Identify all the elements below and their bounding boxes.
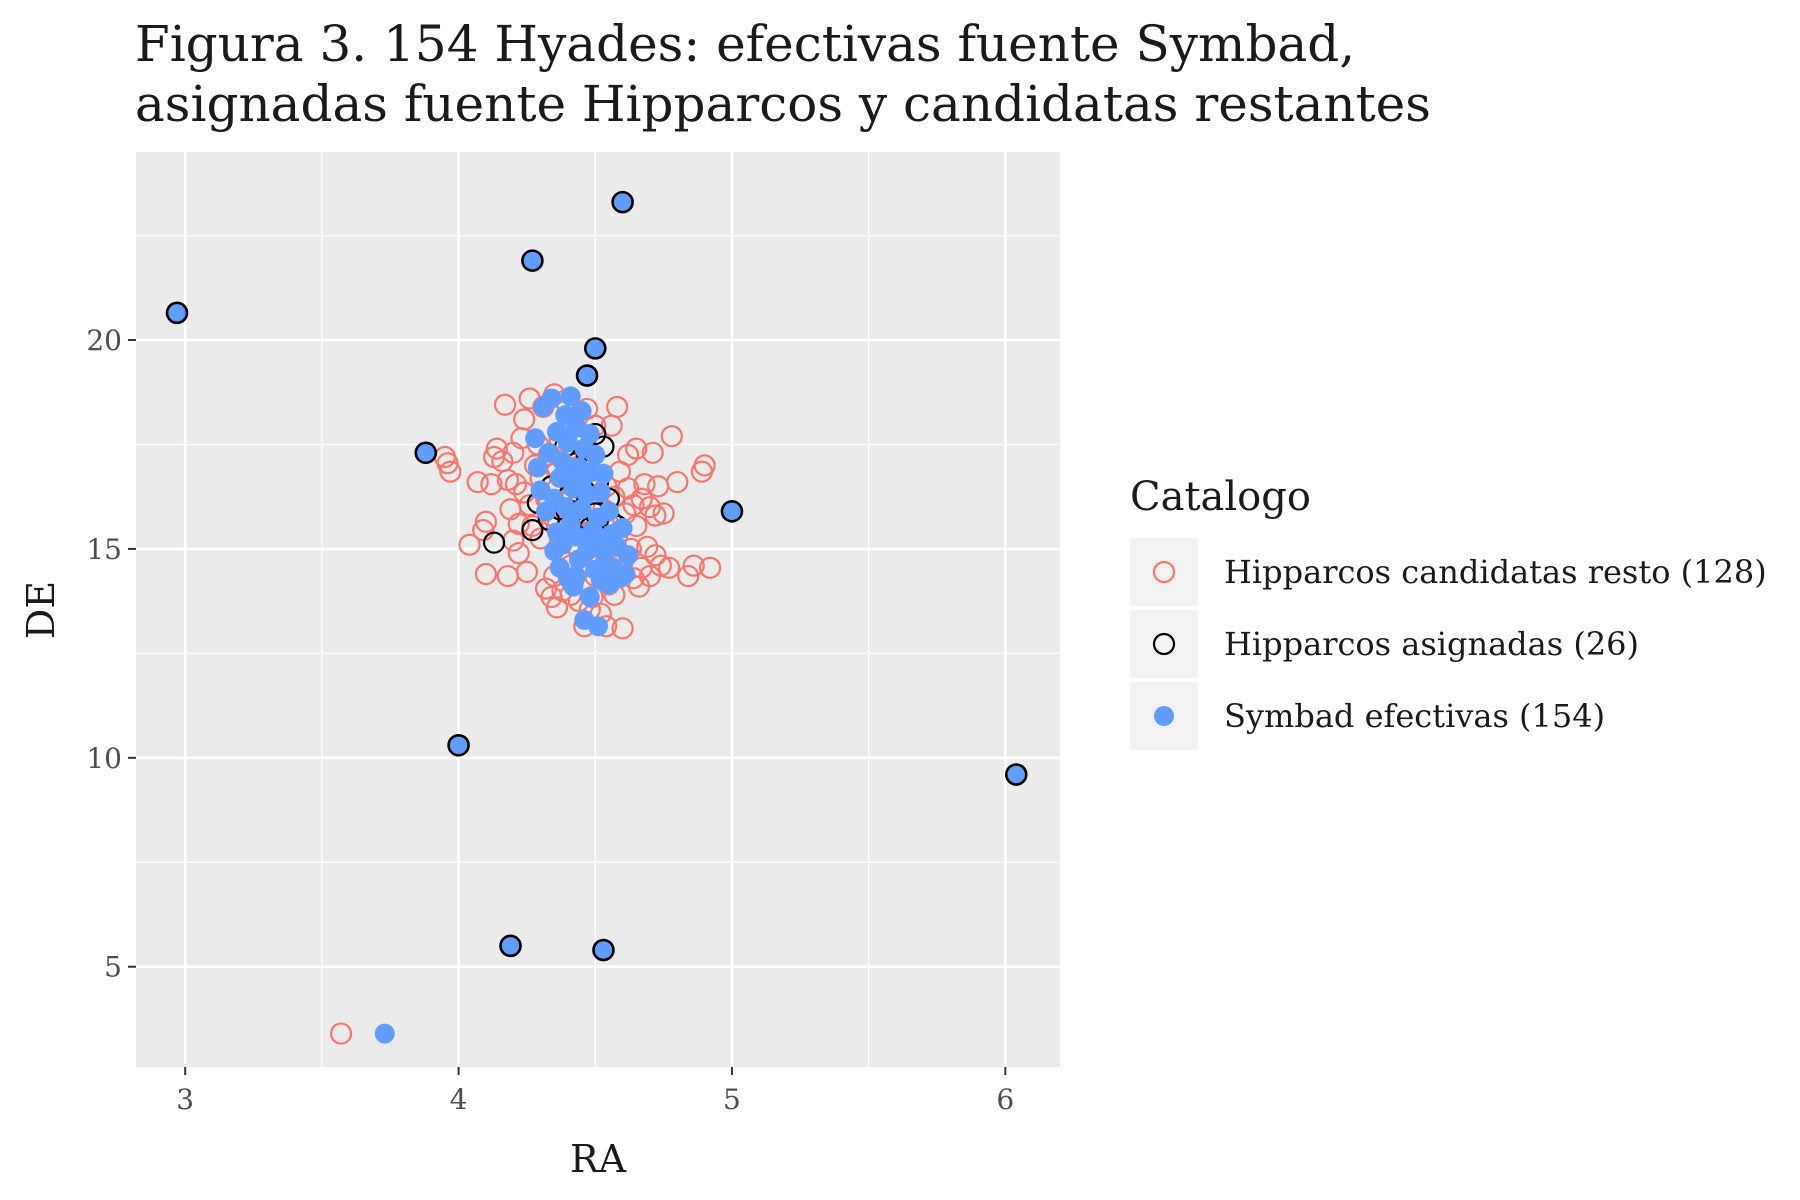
data-point-series-3 — [590, 482, 611, 503]
data-point-series-3 — [566, 566, 587, 587]
data-point-series-3 — [618, 545, 639, 566]
data-point-series-3 — [557, 432, 578, 453]
data-point-series-4 — [611, 190, 634, 214]
data-point-series-1 — [439, 460, 462, 483]
x-tick-label: 4 — [450, 1083, 468, 1116]
data-point-series-1 — [660, 425, 683, 448]
data-point-series-1 — [504, 473, 528, 496]
data-point-series-1 — [644, 504, 667, 527]
x-tick-label: 3 — [176, 1083, 194, 1116]
legend-key-symbol — [1154, 706, 1174, 726]
data-point-series-3 — [598, 501, 619, 522]
data-point-series-1 — [466, 470, 489, 494]
data-point-series-4 — [592, 938, 615, 962]
data-points — [165, 190, 1028, 1045]
data-point-series-4 — [165, 301, 189, 325]
data-point-series-1 — [474, 562, 498, 586]
data-point-series-4 — [720, 500, 744, 523]
legend-key-symbol — [1152, 632, 1176, 656]
legend-label: Hipparcos candidatas resto (128) — [1224, 553, 1767, 591]
data-point-series-1 — [474, 510, 498, 533]
legend-key — [1130, 538, 1198, 606]
data-point-series-1 — [606, 395, 629, 418]
data-point-series-4 — [1004, 763, 1028, 786]
data-point-series-1 — [641, 441, 664, 464]
x-tick-label: 5 — [723, 1083, 741, 1116]
data-point-series-1 — [666, 470, 689, 494]
y-axis-title: DE — [19, 581, 63, 639]
data-point-series-4 — [575, 364, 599, 387]
legend-key-symbol — [1152, 560, 1176, 584]
legend-label: Symbad efectivas (154) — [1224, 697, 1605, 735]
data-point-series-1 — [545, 596, 569, 619]
legend-title: Catalogo — [1130, 474, 1311, 520]
y-tick-label: 20 — [86, 324, 122, 357]
y-tick-label: 15 — [86, 533, 122, 566]
data-point-series-3 — [374, 1023, 395, 1044]
y-axis: 5 10 15 20 — [86, 324, 136, 984]
x-axis: 3 4 5 6 — [176, 1067, 1014, 1116]
x-tick-label: 6 — [996, 1083, 1014, 1116]
minor-gridlines — [136, 152, 1060, 1067]
data-point-series-1 — [698, 556, 722, 579]
chart-title-line-1: Figura 3. 154 Hyades: efectivas fuente S… — [135, 15, 1356, 73]
data-point-series-3 — [590, 538, 611, 559]
data-point-series-3 — [585, 444, 606, 465]
chart-title-line-2: asignadas fuente Hipparcos y candidatas … — [135, 75, 1431, 133]
data-point-series-1 — [513, 408, 536, 431]
legend-label: Hipparcos asignadas (26) — [1224, 625, 1639, 663]
legend-key — [1130, 610, 1198, 678]
data-point-series-3 — [579, 586, 600, 607]
chart-title: Figura 3. 154 Hyades: efectivas fuente S… — [135, 14, 1431, 134]
data-point-series-4 — [414, 441, 438, 465]
data-point-series-3 — [571, 401, 592, 422]
data-point-series-3 — [593, 463, 614, 484]
x-axis-title: RA — [570, 1137, 627, 1181]
data-point-series-3 — [525, 428, 546, 449]
data-point-series-1 — [652, 502, 675, 525]
data-point-series-3 — [571, 472, 592, 493]
major-gridlines — [136, 152, 1060, 1067]
data-point-series-2 — [521, 519, 544, 542]
data-point-series-3 — [541, 388, 562, 409]
data-point-series-1 — [644, 544, 667, 567]
y-tick-label: 5 — [104, 951, 122, 984]
data-point-series-1 — [507, 512, 530, 535]
data-point-series-3 — [527, 457, 548, 478]
data-point-series-1 — [458, 533, 481, 556]
data-point-series-1 — [329, 1022, 353, 1045]
data-point-series-1 — [493, 393, 517, 416]
data-point-series-3 — [588, 616, 608, 637]
data-point-series-1 — [611, 617, 634, 640]
data-point-series-3 — [560, 386, 581, 407]
legend: Catalogo Hipparcos candidatas resto (128… — [1130, 474, 1767, 750]
data-point-series-4 — [583, 337, 607, 360]
data-point-series-1 — [693, 454, 716, 477]
legend-items: Hipparcos candidatas resto (128) Hipparco… — [1130, 538, 1767, 750]
data-point-series-1 — [480, 473, 503, 496]
data-point-series-4 — [499, 934, 522, 958]
data-point-series-3 — [557, 459, 578, 480]
data-point-series-4 — [521, 249, 544, 272]
data-point-series-1 — [507, 541, 530, 565]
data-point-series-3 — [615, 563, 636, 584]
data-point-series-1 — [649, 554, 672, 577]
data-point-series-3 — [555, 497, 576, 518]
data-point-series-2 — [483, 531, 506, 554]
data-point-series-4 — [447, 733, 470, 757]
data-point-series-1 — [633, 473, 656, 496]
data-point-series-1 — [657, 556, 681, 579]
plot-panel-background — [136, 152, 1060, 1067]
y-tick-label: 10 — [86, 742, 122, 775]
data-point-series-3 — [612, 518, 633, 539]
data-point-series-1 — [630, 487, 653, 510]
data-point-series-1 — [677, 564, 700, 588]
data-point-series-1 — [485, 437, 508, 460]
data-point-series-1 — [515, 560, 539, 583]
data-point-series-1 — [636, 535, 659, 558]
data-point-series-3 — [579, 424, 600, 445]
data-point-series-1 — [625, 437, 648, 460]
data-point-series-1 — [682, 554, 705, 577]
